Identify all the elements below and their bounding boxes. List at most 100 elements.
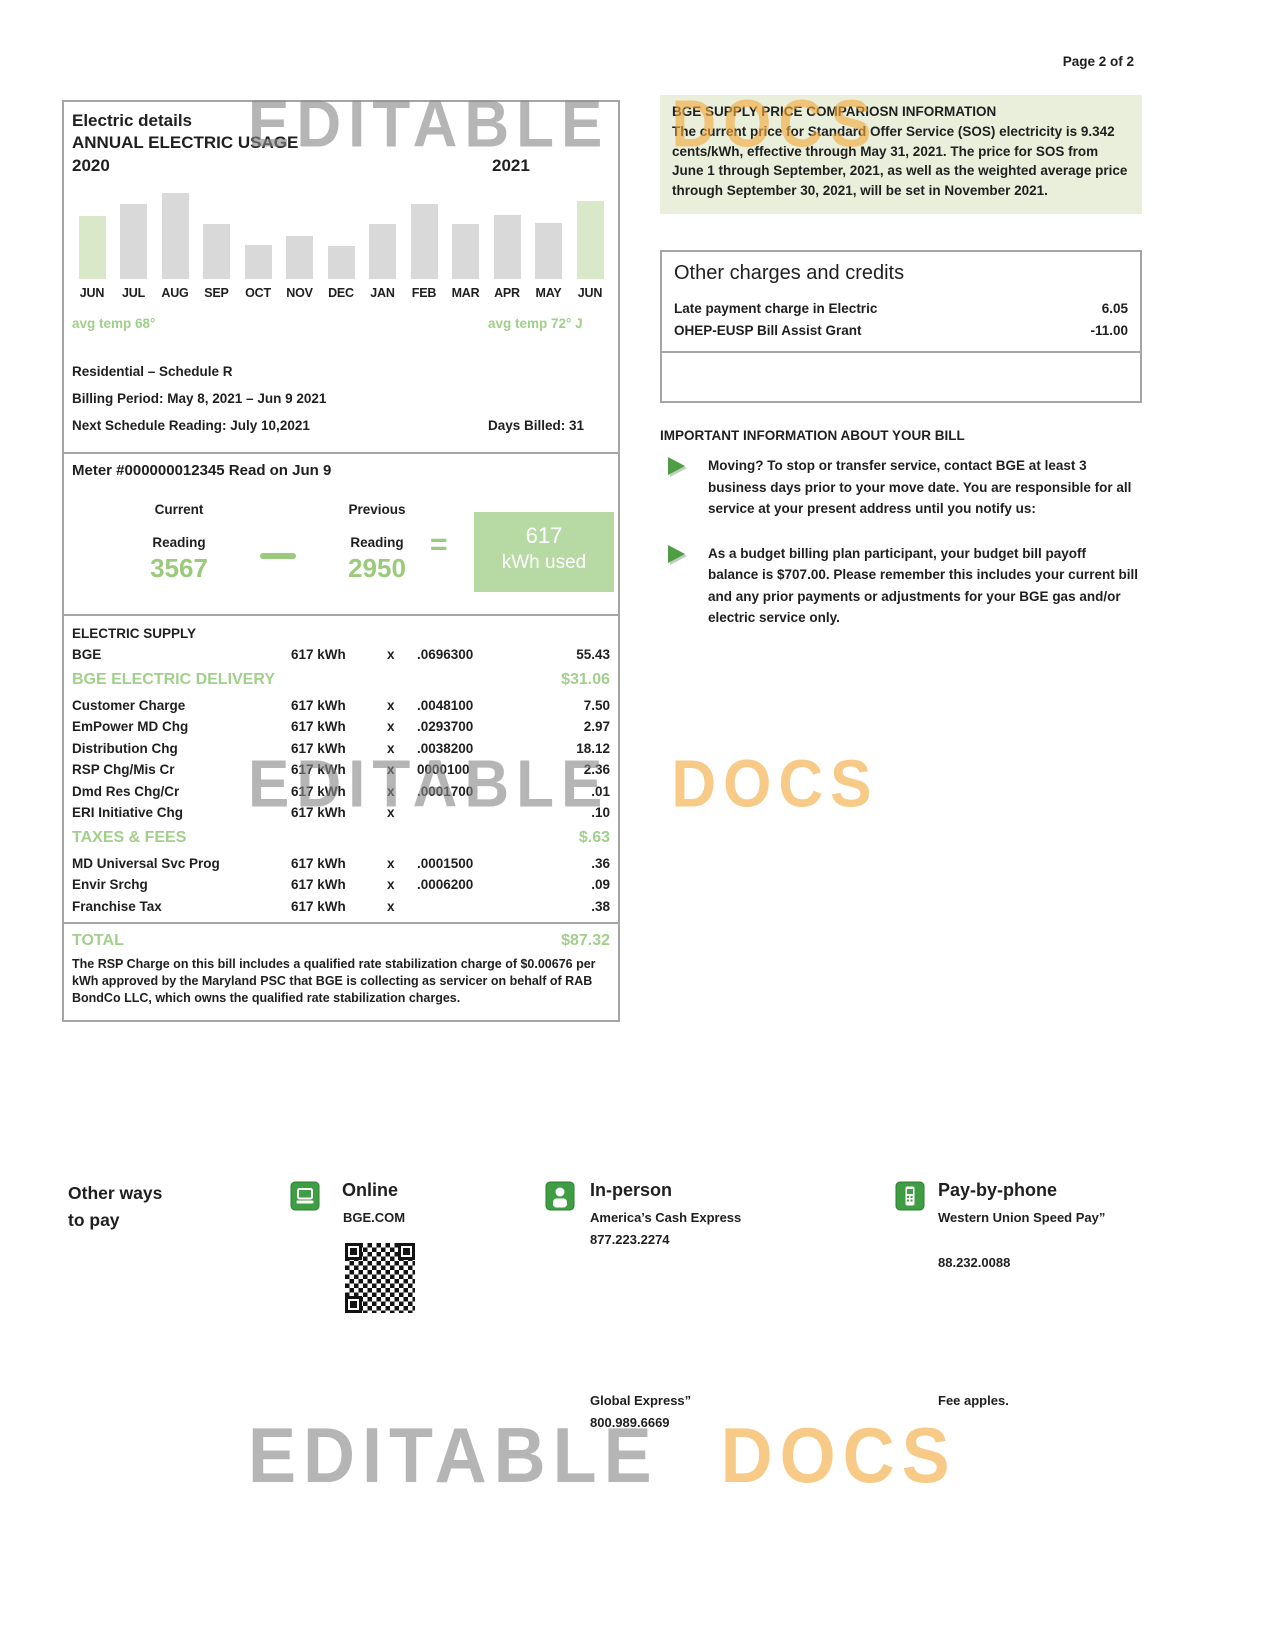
bar-column: SEP bbox=[199, 224, 235, 300]
bar-month-label: AUG bbox=[161, 286, 189, 300]
charge-row: ERI Initiative Chg 617 kWh x .10 bbox=[72, 802, 610, 824]
charge-cell: Distribution Chg bbox=[72, 740, 178, 756]
charge-cell: ERI Initiative Chg bbox=[72, 805, 184, 821]
charge-cell: 2.97 bbox=[583, 719, 610, 735]
charge-cell: Customer Charge bbox=[72, 697, 186, 713]
other-charges-title: Other charges and credits bbox=[674, 262, 905, 284]
current-reading-block: Current Reading 3567 bbox=[119, 502, 239, 584]
bar-month-label: OCT bbox=[245, 286, 271, 300]
online-url[interactable]: BGE.COM bbox=[343, 1210, 406, 1225]
bar-month-label: DEC bbox=[328, 286, 354, 300]
equals-sign: = bbox=[430, 528, 448, 561]
usage-bar bbox=[120, 204, 147, 279]
current-reading-value: 3567 bbox=[150, 553, 208, 583]
charge-row: RSP Chg/Mis Cr 617 kWh x 0000100 2.36 bbox=[72, 759, 610, 781]
charge-cell: 617 kWh bbox=[291, 719, 346, 735]
charge-cell: .0001700 bbox=[417, 783, 474, 799]
bar-month-label: JUL bbox=[121, 286, 145, 300]
charges-section-header: TAXES & FEES $.63 bbox=[72, 824, 610, 853]
bar-month-label: APR bbox=[494, 286, 520, 300]
supply-price-info-box: BGE SUPPLY PRICE COMPARIOSN INFORMATION … bbox=[660, 95, 1142, 214]
bar-month-label: SEP bbox=[204, 286, 229, 300]
charge-cell: x bbox=[387, 855, 395, 871]
next-reading-line: Next Schedule Reading: July 10,2021 Days… bbox=[72, 412, 610, 439]
minus-sign bbox=[260, 553, 296, 559]
charges-section-header: BGE ELECTRIC DELIVERY $31.06 bbox=[72, 666, 610, 695]
qr-finder-bottomleft bbox=[345, 1296, 362, 1313]
bar-column: FEB bbox=[406, 204, 442, 300]
usage-bar bbox=[493, 215, 521, 279]
charges-table: ELECTRIC SUPPLY BGE 617 kWh x .0696300 55.43 B… bbox=[64, 614, 618, 922]
charge-cell: .09 bbox=[591, 877, 610, 893]
other-charge-row: Late payment charge in Electric 6.05 bbox=[674, 297, 1128, 319]
charge-row: BGE 617 kWh x .0696300 55.43 bbox=[72, 644, 610, 666]
charge-cell: Franchise Tax bbox=[72, 898, 162, 914]
important-bullets: Moving? To stop or transfer service, con… bbox=[668, 455, 1138, 652]
total-amount: $87.32 bbox=[561, 932, 610, 949]
fee-note: Fee apples. bbox=[938, 1393, 1009, 1408]
usage-bar bbox=[535, 223, 562, 279]
usage-bar bbox=[286, 236, 313, 279]
bar-month-label: JUN bbox=[577, 286, 603, 300]
billing-period-line: Billing Period: May 8, 2021 – Jun 9 2021 bbox=[72, 391, 327, 406]
current-reading-label: Reading bbox=[152, 535, 206, 550]
charge-cell: x bbox=[387, 740, 395, 756]
charge-cell: .36 bbox=[591, 855, 610, 871]
charge-cell: x bbox=[387, 697, 395, 713]
charge-cell: .0038200 bbox=[417, 740, 474, 756]
charge-cell: x bbox=[387, 762, 395, 778]
in-person-phone: 877.223.2274 bbox=[590, 1232, 670, 1247]
arrow-icon bbox=[668, 457, 685, 475]
kwh-used-unit: kWh used bbox=[501, 552, 587, 573]
charge-cell: x bbox=[387, 805, 395, 821]
other-charge-amount: 6.05 bbox=[1101, 300, 1128, 316]
bar-month-label: MAR bbox=[451, 286, 480, 300]
panel-title: Electric details bbox=[72, 111, 193, 130]
charge-row: MD Universal Svc Prog 617 kWh x .0001500 .36 bbox=[72, 853, 610, 875]
charge-cell: x bbox=[387, 898, 395, 914]
charge-cell: 617 kWh bbox=[291, 697, 346, 713]
billing-info: Residential – Schedule R Billing Period:… bbox=[72, 358, 610, 439]
other-charge-amount: -11.00 bbox=[1090, 322, 1128, 338]
bar-column: JUN bbox=[572, 201, 608, 300]
charge-cell: 617 kWh bbox=[291, 740, 346, 756]
section-title: TAXES & FEES bbox=[72, 829, 187, 846]
section-amount: $31.06 bbox=[561, 671, 610, 688]
charge-cell: .0696300 bbox=[417, 647, 474, 663]
charge-cell: .10 bbox=[591, 805, 610, 821]
online-title: Online bbox=[342, 1180, 399, 1200]
bar-column: APR bbox=[489, 215, 525, 300]
bar-column: JUL bbox=[116, 204, 152, 300]
charge-row: Customer Charge 617 kWh x .0048100 7.50 bbox=[72, 695, 610, 717]
qr-finder-topright bbox=[398, 1243, 415, 1260]
previous-label: Previous bbox=[348, 502, 406, 517]
bar-column: MAR bbox=[448, 224, 484, 300]
charge-cell: Envir Srchg bbox=[72, 877, 148, 893]
other-charge-row: OHEP-EUSP Bill Assist Grant -11.00 bbox=[674, 319, 1128, 341]
charge-cell: 2.36 bbox=[583, 762, 610, 778]
bar-column: NOV bbox=[282, 236, 318, 300]
previous-reading-value: 2950 bbox=[348, 553, 406, 583]
usage-bar bbox=[410, 204, 438, 279]
other-charges-box: Other charges and credits Late payment c… bbox=[660, 250, 1142, 403]
meter-title: Meter #000000012345 Read on Jun 9 bbox=[72, 462, 332, 479]
usage-bar bbox=[203, 224, 230, 279]
charge-cell: .0006200 bbox=[417, 877, 474, 893]
global-express-phone: 800.989.6669 bbox=[590, 1415, 670, 1430]
other-charge-label: Late payment charge in Electric bbox=[674, 300, 878, 316]
page-number: Page 2 of 2 bbox=[1062, 54, 1134, 69]
total-row: TOTAL $87.32 bbox=[72, 928, 610, 954]
section-title: BGE ELECTRIC DELIVERY bbox=[72, 671, 275, 688]
bar-month-label: JAN bbox=[370, 286, 395, 300]
days-billed: Days Billed: 31 bbox=[488, 418, 585, 433]
bar-month-label: NOV bbox=[286, 286, 313, 300]
current-label: Current bbox=[154, 502, 204, 517]
charge-cell: .0048100 bbox=[417, 697, 474, 713]
year-2021-label: 2021 bbox=[492, 156, 530, 175]
charge-cell: BGE bbox=[72, 647, 102, 663]
charge-cell: x bbox=[387, 647, 395, 663]
charge-cell: 617 kWh bbox=[291, 783, 346, 799]
charge-row: Envir Srchg 617 kWh x .0006200 .09 bbox=[72, 874, 610, 896]
person-icon bbox=[545, 1181, 575, 1211]
